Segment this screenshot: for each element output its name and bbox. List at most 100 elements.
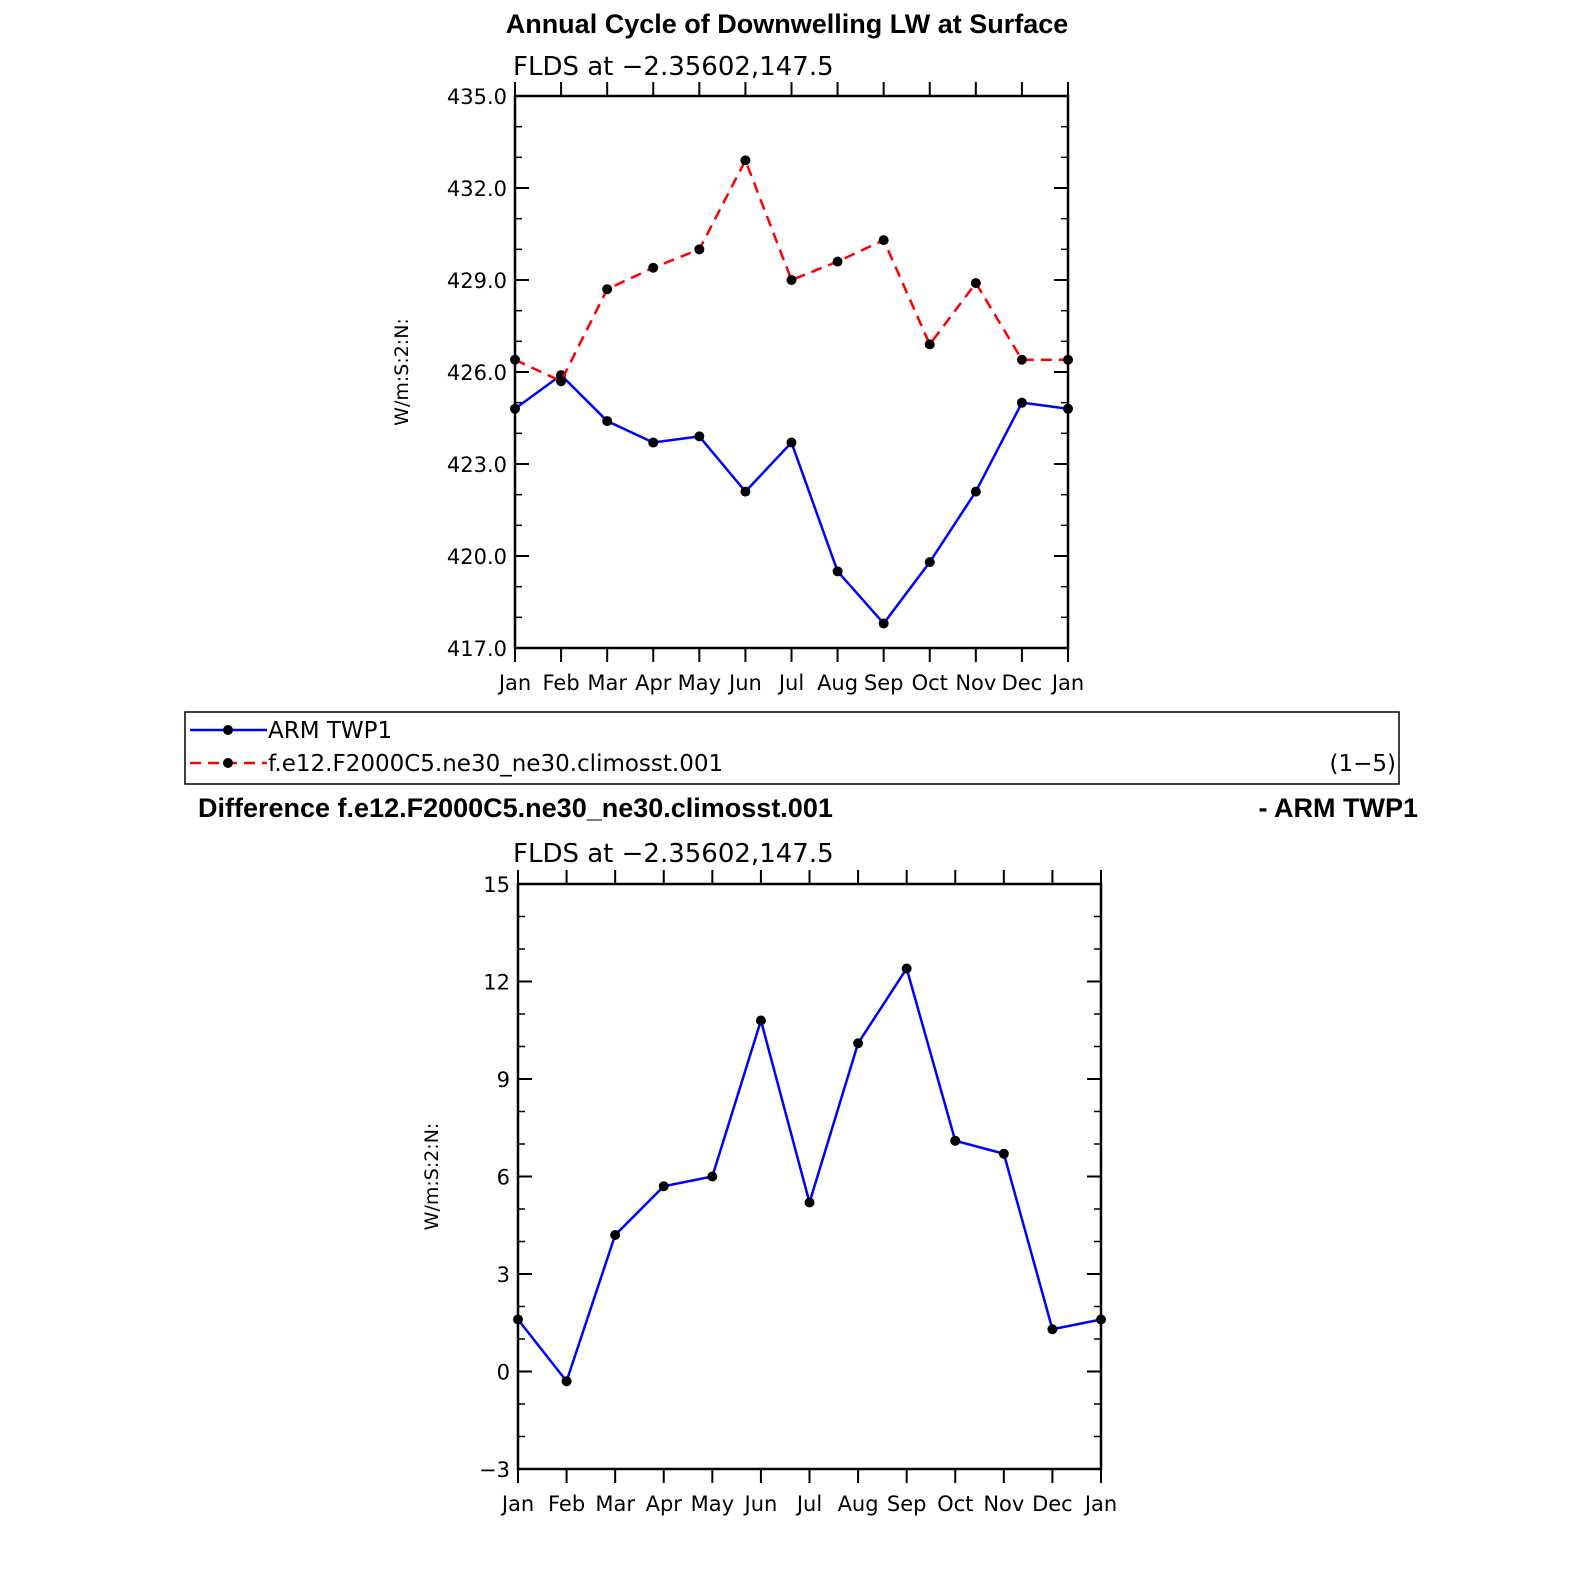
top-series-0-point xyxy=(648,437,659,448)
top-series-0-point xyxy=(1016,397,1027,408)
bottom-xtick-label: Aug xyxy=(838,1492,879,1516)
top-ytick-label: 426.0 xyxy=(447,361,507,385)
top-series-1-point xyxy=(510,354,520,365)
top-xtick-label: Jan xyxy=(1050,671,1084,695)
top-series-0-point xyxy=(740,486,751,497)
top-series-1-point xyxy=(740,155,751,166)
bottom-xtick-label: Dec xyxy=(1032,1492,1073,1516)
bottom-xtick-label: Mar xyxy=(595,1492,635,1516)
top-plot-area: 417.0 420.0 423.0 426.0 429.0 432.0 435.0 Jan Fe… xyxy=(391,82,1084,695)
top-series-1-point xyxy=(694,244,705,255)
top-ytick-label: 435.0 xyxy=(447,85,507,109)
top-ytick-label: 420.0 xyxy=(447,545,507,569)
top-xtick-label: Feb xyxy=(542,671,579,695)
top-series-1-point xyxy=(878,235,889,246)
legend-label-arm: ARM TWP1 xyxy=(268,718,392,744)
top-series-1-point xyxy=(832,256,843,267)
top-xtick-label: May xyxy=(678,671,721,695)
top-xtick-label: Sep xyxy=(864,671,904,695)
bottom-xtick-label: Sep xyxy=(887,1492,927,1516)
top-series-0-point xyxy=(832,566,843,577)
bottom-series-0-point xyxy=(1047,1324,1058,1335)
bottom-ytick-label: 0 xyxy=(497,1361,510,1385)
bottom-series-0-point xyxy=(658,1181,669,1192)
top-series-1-point xyxy=(786,275,797,285)
top-series-0-point xyxy=(878,618,889,629)
top-ytick-label: 423.0 xyxy=(447,453,507,477)
top-series-0-point xyxy=(602,416,613,427)
top-series-0-point xyxy=(510,403,520,414)
bottom-ytick-label: 6 xyxy=(497,1166,510,1190)
legend-label-model: f.e12.F2000C5.ne30_ne30.climosst.001 xyxy=(268,751,723,777)
bottom-frame xyxy=(516,882,1103,1471)
legend-marker-arm xyxy=(223,725,233,735)
top-series-0-point xyxy=(1063,403,1073,414)
bottom-plot-area: −3 0 3 6 9 12 15 Jan Feb Mar Apr May Jun Jul Aug Sep Oct… xyxy=(421,870,1117,1516)
bottom-xtick-label: Jan xyxy=(500,1492,534,1516)
top-series-line-1 xyxy=(514,159,1068,383)
top-series-1-point xyxy=(924,339,935,350)
top-series-0-point xyxy=(970,486,981,497)
bottom-xtick-label: Feb xyxy=(548,1492,585,1516)
bottom-chart-title-left: Difference f.e12.F2000C5.ne30_ne30.climo… xyxy=(198,793,833,823)
top-series-1-point xyxy=(970,278,981,289)
top-series-0-point xyxy=(694,431,705,442)
top-frame xyxy=(513,94,1070,650)
top-xtick-label: Jun xyxy=(727,671,762,695)
top-ytick-label: 432.0 xyxy=(447,177,507,201)
bottom-xtick-label: Jun xyxy=(743,1492,778,1516)
bottom-series-line-0 xyxy=(517,967,1102,1383)
top-xtick-label: Jul xyxy=(777,671,804,695)
top-series-0-point xyxy=(786,437,797,448)
legend: ARM TWP1 f.e12.F2000C5.ne30_ne30.climoss… xyxy=(184,711,1400,785)
top-series-1-point xyxy=(1063,354,1073,365)
top-xtick-label: Aug xyxy=(817,671,858,695)
top-xtick-label: Oct xyxy=(912,671,948,695)
top-series-1-point xyxy=(556,376,567,387)
top-chart-title: Annual Cycle of Downwelling LW at Surfac… xyxy=(506,9,1069,39)
top-ytick-label: 429.0 xyxy=(447,269,507,293)
bottom-series-0-point xyxy=(804,1197,815,1208)
top-series-0-point xyxy=(924,557,935,568)
legend-note: (1−5) xyxy=(1330,751,1396,777)
top-xtick-label: Nov xyxy=(955,671,996,695)
bottom-chart-subtitle: FLDS at −2.35602,147.5 xyxy=(513,839,834,869)
bottom-ytick-label: 9 xyxy=(497,1068,510,1092)
top-ytick-label: 417.0 xyxy=(447,637,507,661)
bottom-xtick-label: May xyxy=(691,1492,734,1516)
bottom-xtick-label: Apr xyxy=(646,1492,683,1516)
bottom-series-0-point xyxy=(950,1135,961,1146)
bottom-series-0-point xyxy=(561,1376,572,1387)
bottom-series-0-point xyxy=(610,1230,621,1240)
bottom-series-0-point xyxy=(707,1171,718,1182)
bottom-ytick-label: 12 xyxy=(483,971,510,995)
bottom-series-0-point xyxy=(1096,1314,1106,1325)
bottom-xtick-label: Nov xyxy=(983,1492,1024,1516)
top-series-1-point xyxy=(1016,354,1027,365)
top-series-1-point xyxy=(648,262,659,273)
bottom-xtick-label: Jan xyxy=(1083,1492,1117,1516)
bottom-ytick-label: 15 xyxy=(483,873,510,897)
bottom-chart-title-right: - ARM TWP1 xyxy=(1259,793,1418,823)
top-xtick-label: Mar xyxy=(587,671,627,695)
top-series-1-point xyxy=(602,284,613,295)
top-xtick-label: Dec xyxy=(1002,671,1043,695)
top-ylabel: W/m:S:2:N: xyxy=(391,318,413,426)
bottom-series-0-point xyxy=(755,1015,766,1026)
legend-marker-model xyxy=(223,758,233,768)
top-xtick-label: Apr xyxy=(635,671,672,695)
top-series-line-0 xyxy=(514,373,1069,625)
top-chart-subtitle: FLDS at −2.35602,147.5 xyxy=(513,52,834,82)
bottom-ylabel: W/m:S:2:N: xyxy=(421,1123,443,1231)
bottom-xtick-label: Oct xyxy=(937,1492,973,1516)
bottom-xtick-label: Jul xyxy=(795,1492,822,1516)
legend-box xyxy=(184,711,1400,785)
bottom-series-0-point xyxy=(901,963,912,974)
top-xtick-label: Jan xyxy=(497,671,531,695)
bottom-series-0-point xyxy=(513,1314,523,1325)
bottom-ytick-label: −3 xyxy=(479,1458,510,1482)
bottom-series-0-point xyxy=(998,1148,1009,1159)
bottom-ytick-label: 3 xyxy=(497,1263,510,1287)
bottom-series-0-point xyxy=(853,1038,864,1049)
